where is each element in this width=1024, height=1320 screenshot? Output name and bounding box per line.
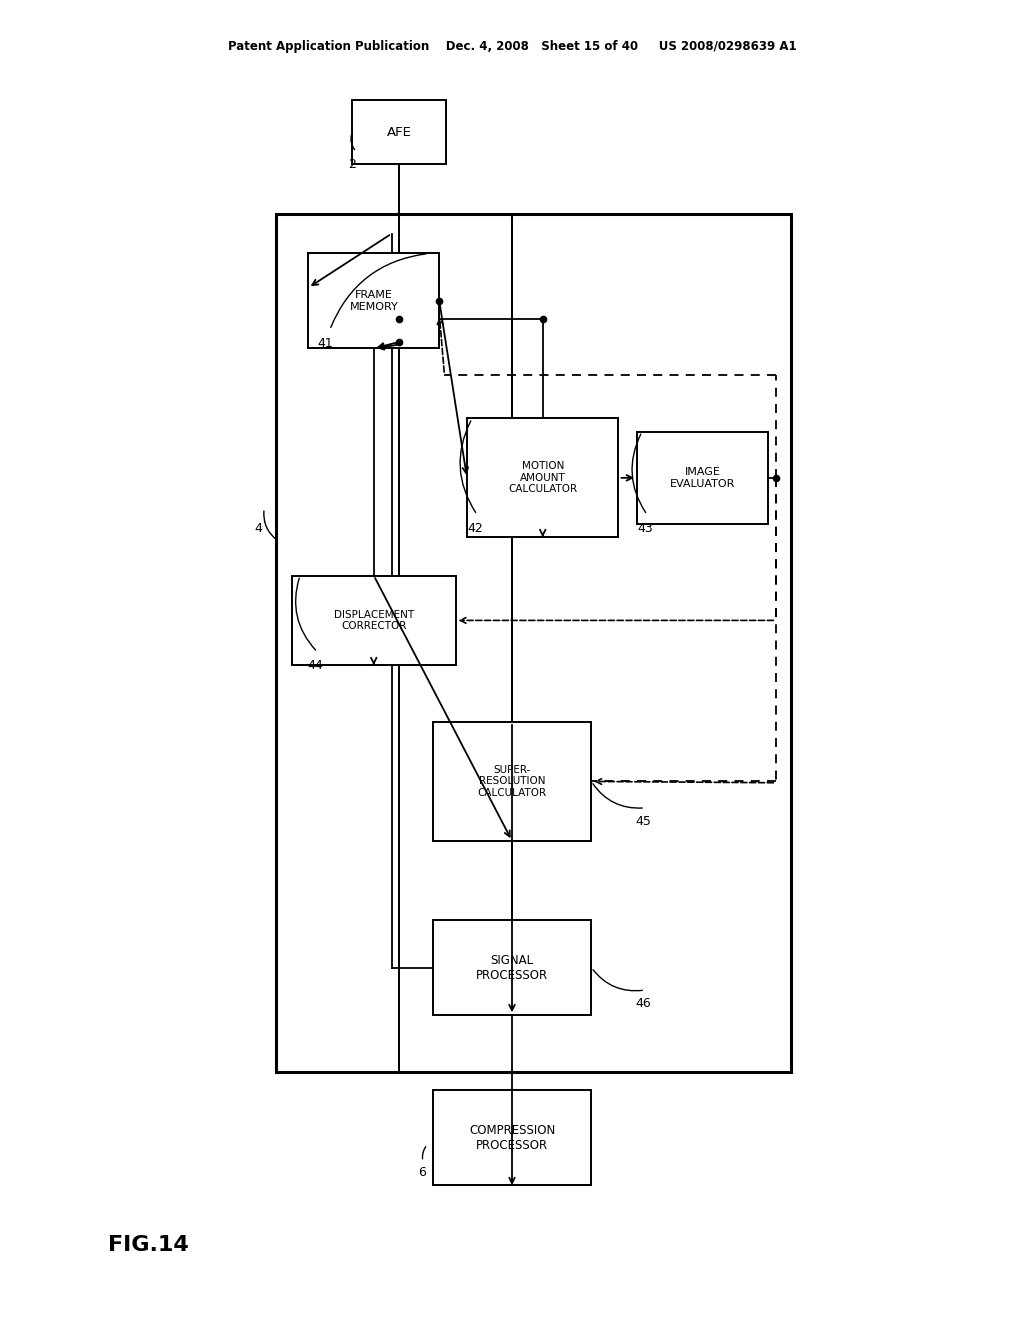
Text: SIGNAL
PROCESSOR: SIGNAL PROCESSOR xyxy=(476,953,548,982)
Bar xyxy=(308,253,439,348)
Text: 42: 42 xyxy=(467,521,482,535)
Text: 44: 44 xyxy=(307,659,323,672)
Bar xyxy=(432,920,592,1015)
Bar xyxy=(276,214,791,1072)
Text: AFE: AFE xyxy=(387,125,412,139)
Bar xyxy=(292,576,456,665)
Bar xyxy=(432,722,592,841)
Text: IMAGE
EVALUATOR: IMAGE EVALUATOR xyxy=(670,467,735,488)
Text: COMPRESSION
PROCESSOR: COMPRESSION PROCESSOR xyxy=(469,1123,555,1152)
Text: Patent Application Publication    Dec. 4, 2008   Sheet 15 of 40     US 2008/0298: Patent Application Publication Dec. 4, 2… xyxy=(227,40,797,53)
Text: 2: 2 xyxy=(348,158,356,172)
Text: FRAME
MEMORY: FRAME MEMORY xyxy=(349,290,398,312)
Text: DISPLACEMENT
CORRECTOR: DISPLACEMENT CORRECTOR xyxy=(334,610,414,631)
Text: 6: 6 xyxy=(418,1166,426,1179)
Bar xyxy=(467,418,618,537)
Text: 46: 46 xyxy=(635,997,650,1010)
Text: SUPER-
RESOLUTION
CALCULATOR: SUPER- RESOLUTION CALCULATOR xyxy=(477,764,547,799)
Bar xyxy=(637,432,768,524)
Text: 43: 43 xyxy=(637,521,652,535)
Text: FIG.14: FIG.14 xyxy=(108,1234,188,1255)
Text: 41: 41 xyxy=(317,337,333,350)
Bar xyxy=(352,100,446,164)
Text: 4: 4 xyxy=(254,521,262,535)
Text: MOTION
AMOUNT
CALCULATOR: MOTION AMOUNT CALCULATOR xyxy=(508,461,578,495)
Text: 45: 45 xyxy=(635,814,651,828)
Bar xyxy=(432,1090,592,1185)
